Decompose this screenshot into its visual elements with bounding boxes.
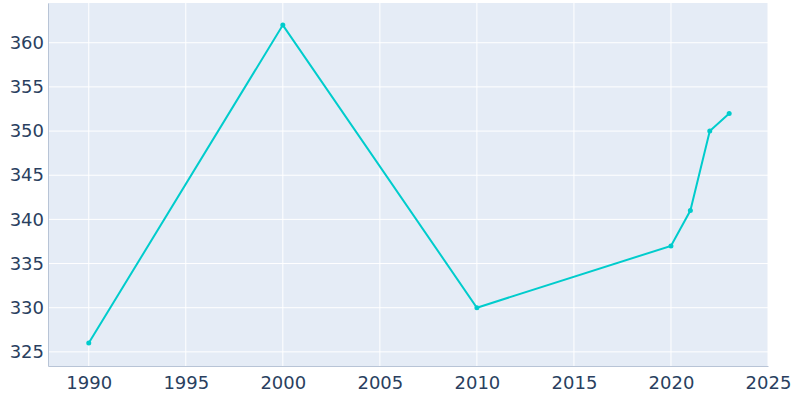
- series: [86, 23, 731, 346]
- tick-label: 2020: [649, 372, 695, 393]
- tick-label: 2000: [260, 372, 306, 393]
- tick-label: 1995: [163, 372, 209, 393]
- grid-line-y: [48, 351, 768, 352]
- tick: 1990: [66, 366, 112, 393]
- line: [89, 25, 729, 343]
- point: [727, 111, 732, 116]
- tick-label: 325: [10, 341, 44, 362]
- tick-label: 355: [10, 76, 44, 97]
- grid-line-y: [48, 307, 768, 308]
- tick: 330: [10, 297, 48, 318]
- tick: 2010: [454, 366, 500, 393]
- tick: 350: [10, 120, 48, 141]
- grid-line-y: [48, 42, 768, 43]
- chart: 1990 1995 2000 2005 2010 2015 2020 2025 325 330 33…: [0, 0, 800, 400]
- tick: 340: [10, 209, 48, 230]
- plot: 1990 1995 2000 2005 2010 2015 2020 2025 325 330 33…: [10, 3, 792, 393]
- tick: 325: [10, 341, 48, 362]
- grid-line-y: [48, 175, 768, 176]
- tick-label: 2015: [552, 372, 598, 393]
- grid-line-x: [88, 3, 89, 366]
- grid: [48, 3, 768, 366]
- tick: 2015: [552, 366, 598, 393]
- tick: 1995: [163, 366, 209, 393]
- grid-line-x: [573, 3, 574, 366]
- tick: 2000: [260, 366, 306, 393]
- axis-line: [48, 4, 49, 367]
- tick-label: 345: [10, 164, 44, 185]
- tick: 335: [10, 253, 48, 274]
- tick-label: 2025: [746, 372, 792, 393]
- tick: 2005: [357, 366, 403, 393]
- tick-label: 330: [10, 297, 44, 318]
- tick-label: 335: [10, 253, 44, 274]
- tick: 2025: [746, 366, 792, 393]
- grid-line-x: [476, 3, 477, 366]
- x-axis: 1990 1995 2000 2005 2010 2015 2020 2025: [49, 366, 792, 393]
- y-axis: 325 330 335 340 345 350 355 360: [10, 4, 49, 367]
- tick: 2020: [649, 366, 695, 393]
- tick-label: 360: [10, 32, 44, 53]
- tick: 360: [10, 32, 48, 53]
- grid-line-y: [48, 131, 768, 132]
- point: [668, 243, 673, 248]
- point: [474, 305, 479, 310]
- tick-label: 340: [10, 209, 44, 230]
- tick-label: 2005: [357, 372, 403, 393]
- point: [280, 23, 285, 28]
- tick-label: 1990: [66, 372, 112, 393]
- grid-line-y: [48, 219, 768, 220]
- grid-line-y: [48, 263, 768, 264]
- tick-label: 350: [10, 120, 44, 141]
- tick: 345: [10, 164, 48, 185]
- grid-line-x: [282, 3, 283, 366]
- point: [86, 341, 91, 346]
- grid-line-x: [768, 3, 769, 366]
- grid-line-x: [670, 3, 671, 366]
- point: [707, 129, 712, 134]
- grid-line-y: [48, 86, 768, 87]
- point: [688, 208, 693, 213]
- tick: 355: [10, 76, 48, 97]
- plot-background: [48, 3, 768, 366]
- tick-label: 2010: [454, 372, 500, 393]
- grid-line-x: [379, 3, 380, 366]
- axis-line: [49, 366, 769, 367]
